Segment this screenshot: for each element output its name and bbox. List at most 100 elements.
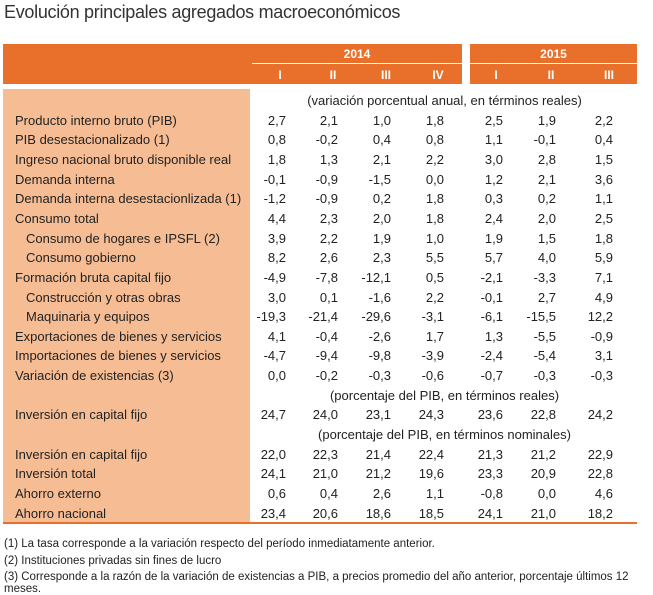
cell-value: 0,0 — [537, 486, 556, 501]
cell-value: 24,0 — [312, 407, 338, 422]
cell-value: -0,2 — [315, 132, 338, 147]
cell-value: -1,5 — [368, 172, 391, 187]
table-row: Demanda interna -0,1 -0,9 -1,5 0,0 1,2 2,1 3,6 — [0, 170, 653, 189]
cell-value: 21,2 — [530, 447, 556, 462]
footnote-3: (3) Corresponde a la razón de la variaci… — [4, 571, 629, 595]
cell-value: 2,8 — [537, 152, 556, 167]
cell-value: 19,6 — [418, 466, 444, 481]
cell-value: 2,6 — [319, 250, 338, 265]
cell-value: 1,9 — [484, 231, 503, 246]
cell-value: -3,1 — [421, 309, 444, 324]
table-row: Construcción y otras obras 3,0 0,1 -1,6 2,2 -… — [0, 288, 653, 307]
cell-value: -2,6 — [368, 329, 391, 344]
section-subtitle: (porcentaje del PIB, en términos reales) — [0, 386, 653, 405]
cell-value: 1,7 — [425, 329, 444, 344]
cell-value: 5,5 — [425, 250, 444, 265]
cell-value: 2,4 — [484, 211, 503, 226]
cell-value: 21,3 — [477, 447, 503, 462]
table-row: Inversión en capital fijo 24,7 24,0 23,1 24,… — [0, 405, 653, 424]
cell-value: -0,3 — [368, 368, 391, 383]
cell-value: -0,9 — [590, 329, 613, 344]
cell-value: 7,1 — [594, 270, 613, 285]
label-column-background — [3, 89, 250, 522]
row-label: Consumo de hogares e IPSFL (2) — [26, 231, 220, 246]
table-row: Demanda interna desestacionlizada (1) -1,… — [0, 189, 653, 208]
cell-value: 21,4 — [365, 447, 391, 462]
table-row: Producto interno bruto (PIB) 2,7 2,1 1,0 1,8… — [0, 111, 653, 130]
cell-value: -21,4 — [308, 309, 338, 324]
cell-value: -0,3 — [590, 368, 613, 383]
cell-value: -5,5 — [533, 329, 556, 344]
cell-value: 1,3 — [484, 329, 503, 344]
cell-value: 2,3 — [319, 211, 338, 226]
header-divider — [470, 63, 637, 64]
quarter-label: II — [547, 68, 555, 82]
cell-value: 1,1 — [594, 191, 613, 206]
cell-value: -0,2 — [315, 368, 338, 383]
cell-value: -4,9 — [263, 270, 286, 285]
cell-value: 21,0 — [530, 506, 556, 521]
cell-value: -9,8 — [368, 348, 391, 363]
cell-value: 4,0 — [537, 250, 556, 265]
cell-value: 24,3 — [418, 407, 444, 422]
cell-value: -0,1 — [480, 290, 503, 305]
cell-value: 2,2 — [319, 231, 338, 246]
table-row: Consumo total 4,4 2,3 2,0 1,8 2,4 2,0 2,5 — [0, 209, 653, 228]
cell-value: 22,8 — [530, 407, 556, 422]
row-label: Maquinaria y equipos — [26, 309, 150, 324]
table-bottom-rule — [3, 522, 637, 524]
cell-value: 3,0 — [267, 290, 286, 305]
cell-value: -15,5 — [526, 309, 556, 324]
cell-value: 1,8 — [267, 152, 286, 167]
footnote-1: (1) La tasa corresponde a la variación r… — [4, 538, 435, 550]
quarter-label: III — [380, 68, 391, 82]
cell-value: 22,9 — [587, 447, 613, 462]
cell-value: -19,3 — [256, 309, 286, 324]
quarter-label: III — [603, 68, 614, 82]
cell-value: 3,6 — [594, 172, 613, 187]
table-row: Ahorro nacional 23,4 20,6 18,6 18,5 24,1 21,0 1… — [0, 504, 653, 523]
section-subtitle-text: (porcentaje del PIB, en términos nominal… — [318, 427, 571, 442]
row-label: Formación bruta capital fijo — [15, 270, 172, 285]
row-label: Ahorro nacional — [15, 506, 107, 521]
cell-value: 18,2 — [587, 506, 613, 521]
cell-value: 2,2 — [594, 113, 613, 128]
cell-value: -0,9 — [315, 172, 338, 187]
cell-value: -0,4 — [315, 329, 338, 344]
cell-value: -0,3 — [533, 368, 556, 383]
cell-value: 4,9 — [594, 290, 613, 305]
section-subtitle-text: (variación porcentual anual, en términos… — [307, 93, 582, 108]
cell-value: 23,3 — [477, 466, 503, 481]
cell-value: 0,0 — [267, 368, 286, 383]
row-label: Demanda interna — [15, 172, 115, 187]
cell-value: -7,8 — [315, 270, 338, 285]
cell-value: -4,7 — [263, 348, 286, 363]
cell-value: 23,4 — [260, 506, 286, 521]
cell-value: -3,3 — [533, 270, 556, 285]
cell-value: -0,8 — [480, 486, 503, 501]
cell-value: -12,1 — [361, 270, 391, 285]
row-label: Demanda interna desestacionlizada (1) — [15, 191, 242, 206]
table-row: Consumo de hogares e IPSFL (2) 3,9 2,2 1,9 1… — [0, 229, 653, 248]
cell-value: 1,3 — [319, 152, 338, 167]
table-row: Inversión total 24,1 21,0 21,2 19,6 23,3 20,9 2… — [0, 464, 653, 483]
cell-value: 1,8 — [425, 211, 444, 226]
cell-value: 0,5 — [425, 270, 444, 285]
header-divider — [252, 63, 462, 64]
row-label: Variación de existencias (3) — [15, 368, 174, 383]
cell-value: 1,9 — [372, 231, 391, 246]
section-subtitle-text: (porcentaje del PIB, en términos reales) — [329, 388, 560, 403]
table-row: Maquinaria y equipos -19,3 -21,4 -29,6 -3,1 -… — [0, 307, 653, 326]
cell-value: 12,2 — [587, 309, 613, 324]
row-label: Consumo total — [15, 211, 99, 226]
section-subtitle: (variación porcentual anual, en términos… — [0, 91, 653, 110]
cell-value: -2,4 — [480, 348, 503, 363]
cell-value: 0,4 — [372, 132, 391, 147]
quarter-label: IV — [432, 68, 444, 82]
cell-value: 24,1 — [260, 466, 286, 481]
cell-value: 0,1 — [319, 290, 338, 305]
row-label: Ahorro externo — [15, 486, 101, 501]
header-2015: 2015 I II III — [470, 44, 637, 84]
row-label: Ingreso nacional bruto disponible real — [15, 152, 232, 167]
cell-value: 0,6 — [267, 486, 286, 501]
